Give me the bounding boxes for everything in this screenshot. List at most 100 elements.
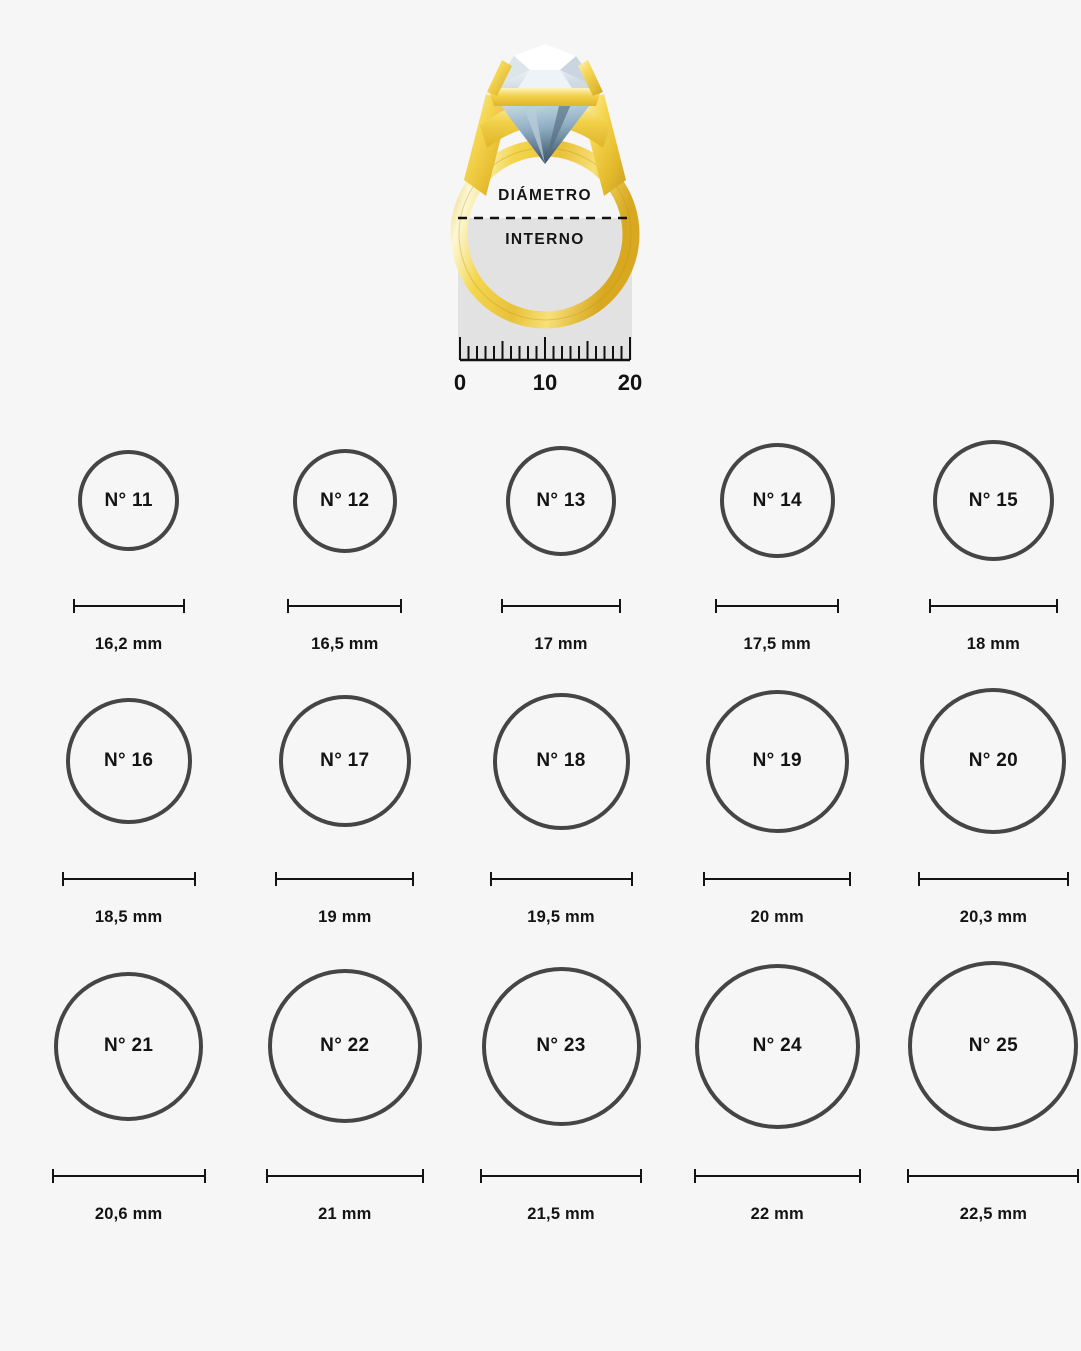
measure-cap-left	[703, 872, 706, 886]
diameter-measure-bar	[703, 872, 852, 886]
ring-size-cell[interactable]: N° 19 20 mm	[690, 688, 865, 927]
diamond-pavilion	[498, 102, 592, 164]
measure-cap-right	[1055, 599, 1058, 613]
ring-size-number: N° 24	[752, 1035, 802, 1056]
ring-size-number: N° 20	[968, 750, 1019, 771]
diameter-measure-bar	[928, 599, 1058, 613]
ring-size-cell[interactable]: N° 21 20,6 mm	[41, 961, 216, 1224]
ring-size-number: N° 11	[104, 489, 153, 511]
measure-cap-left	[907, 1169, 910, 1183]
diameter-mm-label: 20,6 mm	[94, 1205, 163, 1223]
ring-size-cell[interactable]: N° 20 20,3 mm	[906, 688, 1081, 927]
ring-size-cell[interactable]: N° 13 17 mm	[473, 440, 648, 654]
measure-cap-right	[640, 1169, 642, 1183]
ring-size-circle[interactable]: N° 16	[65, 698, 192, 824]
ring-size-cell[interactable]: N° 15 18 mm	[906, 440, 1081, 654]
ring-size-cell[interactable]: N° 17 19 mm	[257, 688, 432, 927]
ring-size-circle[interactable]: N° 21	[54, 971, 204, 1121]
ring-circle-slot: N° 22	[267, 961, 422, 1131]
diameter-measure-bar	[501, 599, 621, 613]
measure-line	[917, 878, 1069, 880]
diameter-measure-bar	[693, 1169, 861, 1183]
ring-size-cell[interactable]: N° 23 21,5 mm	[473, 961, 648, 1224]
ring-circle-slot: N° 21	[54, 961, 204, 1131]
ring-size-circle[interactable]: N° 15	[932, 440, 1054, 561]
diameter-mm-label: 21 mm	[318, 1205, 372, 1223]
measure-line	[287, 605, 403, 607]
ring-size-cell[interactable]: N° 14 17,5 mm	[690, 440, 865, 654]
measure-cap-right	[630, 872, 633, 886]
ring-size-circle[interactable]: N° 11	[78, 450, 180, 551]
ring-figure: 0 10 20 DIÁMETRO INTERNO	[440, 30, 650, 400]
measure-cap-right	[182, 599, 185, 613]
measure-cap-right	[858, 1169, 861, 1183]
ring-size-number: N° 13	[536, 489, 586, 511]
measure-line	[501, 605, 621, 607]
diameter-measure-bar	[489, 872, 633, 886]
ring-size-number: N° 16	[103, 750, 154, 771]
diameter-measure-bar	[61, 872, 196, 886]
ring-size-circle[interactable]: N° 20	[920, 688, 1067, 834]
ring-size-circle[interactable]: N° 13	[506, 445, 616, 556]
measure-line	[715, 605, 840, 607]
diamond-setting	[488, 88, 602, 106]
ring-size-cell[interactable]: N° 24 22 mm	[690, 961, 865, 1224]
ring-size-number: N° 19	[752, 750, 802, 771]
diameter-label-top: DIÁMETRO	[498, 187, 592, 204]
ring-circle-slot: N° 24	[694, 961, 860, 1131]
measure-cap-left	[275, 872, 278, 886]
ruler-tick-10: 10	[533, 370, 557, 395]
diamond-crown	[492, 44, 598, 88]
ring-size-cell[interactable]: N° 22 21 mm	[257, 961, 432, 1224]
measure-line	[489, 878, 633, 880]
ring-size-circle[interactable]: N° 23	[481, 966, 641, 1126]
diameter-mm-label: 22,5 mm	[959, 1205, 1028, 1223]
measure-cap-left	[501, 599, 503, 613]
ring-size-circle[interactable]: N° 25	[908, 961, 1079, 1131]
ruler-tick-0: 0	[454, 370, 466, 395]
ring-size-number: N° 25	[968, 1035, 1019, 1056]
measure-cap-left	[480, 1169, 482, 1183]
ring-circle-slot: N° 20	[920, 688, 1067, 834]
measure-line	[265, 1175, 424, 1177]
measure-cap-right	[193, 872, 196, 886]
ring-size-cell[interactable]: N° 25 22,5 mm	[906, 961, 1081, 1224]
diameter-mm-label: 20 mm	[750, 908, 804, 926]
measure-line	[480, 1175, 642, 1177]
ring-size-circle[interactable]: N° 18	[492, 692, 630, 830]
ring-circle-slot: N° 19	[705, 688, 849, 834]
diameter-measure-bar	[275, 872, 415, 886]
ring-circle-slot: N° 11	[78, 440, 180, 561]
measure-cap-left	[287, 599, 290, 613]
diameter-mm-label: 17,5 mm	[743, 635, 811, 653]
ring-size-circle[interactable]: N° 22	[267, 969, 422, 1123]
ring-circle-slot: N° 15	[932, 440, 1054, 561]
ring-circle-slot: N° 14	[719, 440, 835, 561]
ring-size-cell[interactable]: N° 16 18,5 mm	[41, 688, 216, 927]
ruler: 0 10 20	[454, 337, 642, 395]
ring-size-cell[interactable]: N° 12 16,5 mm	[257, 440, 432, 654]
diameter-mm-label: 19 mm	[318, 908, 372, 926]
ring-size-circle[interactable]: N° 24	[694, 963, 860, 1129]
ring-circle-slot: N° 12	[292, 440, 397, 561]
ring-size-circle[interactable]: N° 14	[719, 443, 835, 558]
ring-size-grid: N° 11 16,2 mm N° 12 16,5 mm N° 13 17 mm N° 14 1…	[0, 440, 1081, 1224]
ring-size-circle[interactable]: N° 17	[278, 695, 411, 827]
measure-cap-left	[917, 872, 920, 886]
diameter-measure-bar	[287, 599, 403, 613]
ring-size-cell[interactable]: N° 18 19,5 mm	[473, 688, 648, 927]
diameter-mm-label: 21,5 mm	[527, 1205, 595, 1223]
ring-size-circle[interactable]: N° 12	[292, 448, 397, 553]
measure-cap-right	[412, 872, 415, 886]
measure-line	[51, 1175, 206, 1177]
size-row: N° 21 20,6 mm N° 22 21 mm N° 23 21,5 mm N° 24 2…	[0, 961, 1081, 1224]
ring-size-circle[interactable]: N° 19	[705, 689, 849, 833]
ring-illustration-svg: 0 10 20	[450, 44, 642, 395]
measure-cap-right	[1066, 872, 1069, 886]
ring-circle-slot: N° 18	[492, 688, 630, 834]
ring-size-cell[interactable]: N° 11 16,2 mm	[41, 440, 216, 654]
measure-line	[693, 1175, 861, 1177]
ring-size-number: N° 23	[536, 1035, 586, 1056]
ring-circle-slot: N° 16	[65, 688, 192, 834]
measure-cap-left	[51, 1169, 54, 1183]
